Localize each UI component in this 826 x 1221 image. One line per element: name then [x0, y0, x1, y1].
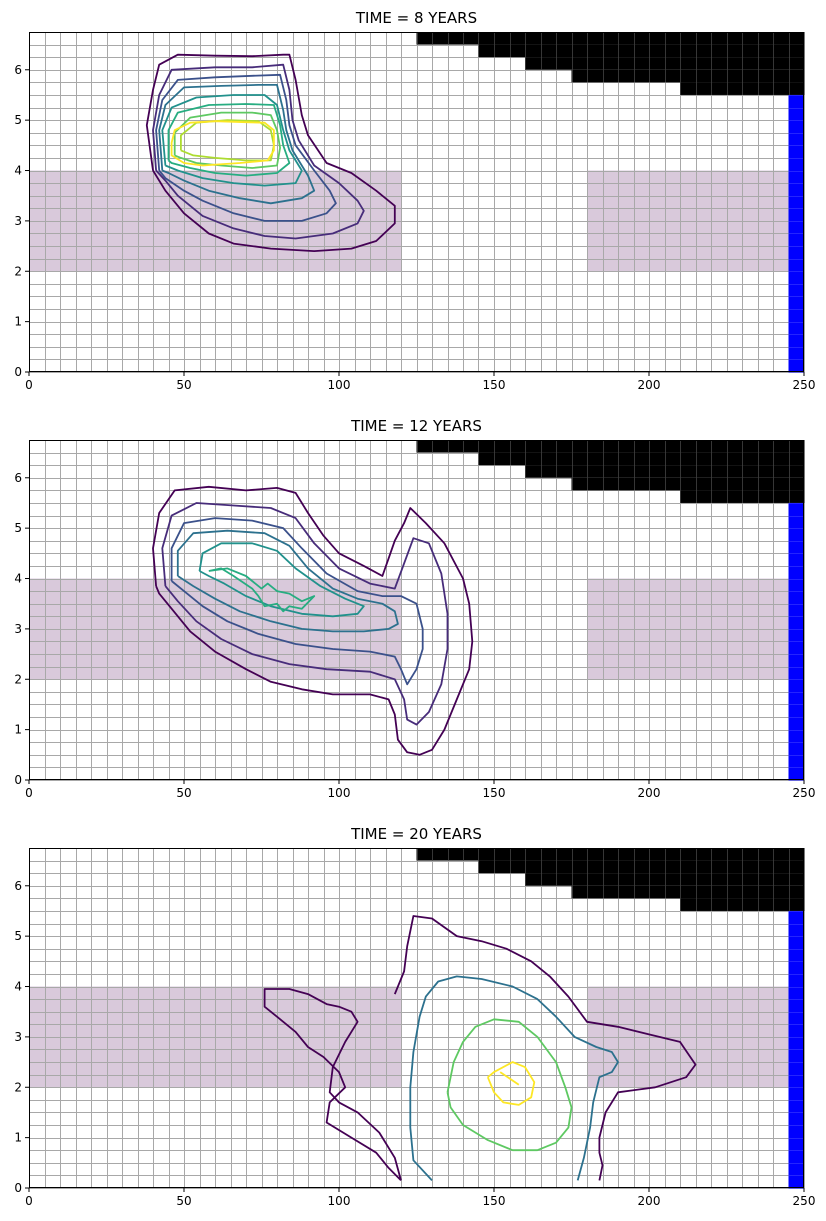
low-k-zone [587, 986, 789, 1088]
boundary-grid [788, 503, 804, 781]
contour-level-4 [499, 1071, 520, 1086]
contour-level-2 [161, 502, 449, 726]
y-tick-label: 4 [14, 980, 22, 994]
x-tick-label: 50 [176, 378, 191, 392]
inactive-cells [525, 57, 804, 70]
y-tick-label: 6 [14, 63, 22, 77]
y-tick-label: 2 [14, 264, 22, 278]
x-tick-label: 250 [793, 1194, 816, 1208]
contour-lines [152, 485, 474, 756]
x-tick-label: 200 [638, 1194, 661, 1208]
x-tick-label: 0 [25, 378, 33, 392]
x-tick-label: 250 [793, 378, 816, 392]
inactive-cells [571, 477, 804, 491]
contour-lines [145, 53, 396, 252]
y-tick-label: 3 [14, 622, 22, 636]
y-tick-label: 5 [14, 521, 22, 535]
y-tick-label: 1 [14, 723, 22, 737]
chart-panel: TIME = 8 YEARS 0 50 100 150 200 250 0 1 2 3 4 5 6 [14, 9, 815, 392]
y-tick-label: 5 [14, 929, 22, 943]
contour-level-6 [167, 103, 291, 177]
grid-lines [29, 32, 805, 373]
contour-level-2 [152, 63, 365, 240]
y-tick-label: 2 [14, 672, 22, 686]
inactive-cells [416, 32, 804, 45]
panel-title: TIME = 12 YEARS [350, 417, 482, 435]
panel-title: TIME = 20 YEARS [350, 825, 482, 843]
y-tick-label: 3 [14, 1030, 22, 1044]
axes-frame [29, 440, 804, 780]
contour-level-1 [263, 988, 402, 1182]
inactive-cells [478, 44, 804, 58]
y-tick-label: 2 [14, 1080, 22, 1094]
y-tick-label: 0 [14, 1181, 22, 1195]
x-tick-label: 150 [483, 378, 506, 392]
boundary-grid [788, 911, 804, 1189]
contour-level-9 [170, 120, 275, 167]
contour-level-5 [161, 94, 303, 187]
x-tick-label: 100 [328, 786, 351, 800]
x-tick-label: 250 [793, 786, 816, 800]
chart-panel: TIME = 12 YEARS 0 50 100 150 200 250 0 1 2 3 4 5 6 [14, 417, 815, 800]
contour-level-6 [208, 567, 316, 613]
contour-level-4 [486, 1061, 536, 1106]
x-tick-label: 150 [483, 1194, 506, 1208]
inactive-cells [525, 873, 804, 886]
y-tick-label: 6 [14, 471, 22, 485]
inactive-cells [571, 69, 804, 83]
grid-lines [29, 440, 805, 781]
inactive-cells [571, 885, 804, 899]
contour-level-4 [158, 84, 316, 205]
x-tick-label: 50 [176, 1194, 191, 1208]
panel-title: TIME = 8 YEARS [355, 9, 477, 27]
contour-level-1 [145, 53, 396, 252]
inactive-cells [680, 898, 804, 911]
low-k-zone [587, 578, 789, 680]
axes-frame [29, 848, 804, 1188]
inactive-grid [417, 440, 805, 503]
x-tick-label: 100 [328, 1194, 351, 1208]
x-tick-label: 0 [25, 786, 33, 800]
contour-level-1 [393, 915, 697, 1181]
inactive-cells [478, 860, 804, 874]
y-tick-label: 0 [14, 773, 22, 787]
contour-level-8 [180, 119, 275, 162]
x-tick-label: 0 [25, 1194, 33, 1208]
chart-panel: TIME = 20 YEARS 0 50 100 150 200 250 0 1 2 3 4 5 6 [14, 825, 815, 1208]
y-tick-label: 4 [14, 164, 22, 178]
inactive-cells [478, 452, 804, 466]
x-tick-label: 50 [176, 786, 191, 800]
low-k-zone [587, 170, 789, 272]
contour-level-4 [176, 529, 399, 633]
contour-lines [263, 915, 697, 1182]
x-tick-label: 200 [638, 378, 661, 392]
y-tick-label: 1 [14, 1131, 22, 1145]
inactive-cells [680, 490, 804, 503]
inactive-cells [525, 465, 804, 478]
inactive-cells [416, 848, 804, 861]
inactive-grid [417, 848, 805, 911]
contour-level-1 [152, 485, 474, 756]
contour-level-2 [409, 975, 619, 1182]
y-tick-label: 6 [14, 879, 22, 893]
x-tick-label: 150 [483, 786, 506, 800]
inactive-grid [417, 32, 805, 95]
y-tick-label: 5 [14, 113, 22, 127]
inactive-cells [680, 82, 804, 95]
contour-level-3 [446, 1018, 573, 1152]
contour-level-5 [198, 542, 365, 618]
y-tick-label: 3 [14, 214, 22, 228]
x-tick-label: 100 [328, 378, 351, 392]
y-tick-label: 4 [14, 572, 22, 586]
axes-frame [29, 32, 804, 372]
inactive-cells [416, 440, 804, 453]
contour-level-3 [170, 517, 424, 686]
contour-level-3 [155, 73, 337, 222]
boundary-grid [788, 95, 804, 373]
contour-level-7 [173, 111, 281, 169]
y-tick-label: 1 [14, 315, 22, 329]
y-tick-label: 0 [14, 365, 22, 379]
x-tick-label: 200 [638, 786, 661, 800]
